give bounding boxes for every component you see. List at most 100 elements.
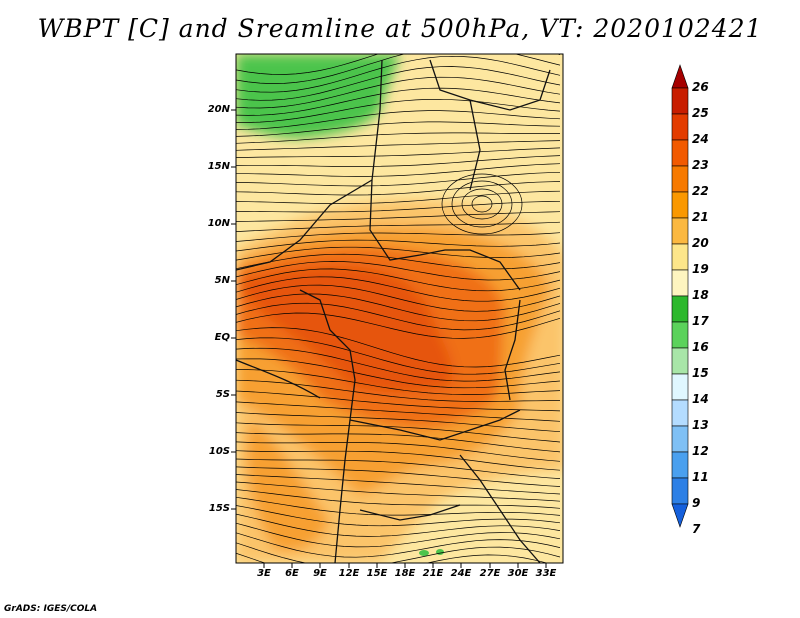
lon-label-24e: 24E (450, 568, 472, 579)
colorbar-swatch-9 (671, 477, 689, 505)
lat-label-eq: EQ (214, 332, 230, 343)
colorbar-swatch-24 (671, 113, 689, 141)
streamline-17 (236, 200, 561, 213)
streamline-3 (236, 66, 561, 101)
streamline-25 (236, 268, 561, 292)
streamline-0 (236, 54, 561, 75)
streamline-35 (236, 369, 561, 395)
lon-label-12e: 12E (338, 568, 360, 579)
streamline-10 (236, 140, 561, 151)
wbpt-region-24 (240, 265, 453, 393)
streamline-20 (236, 232, 561, 242)
colorbar-label-24: 24 (692, 132, 709, 146)
streamline-42 (236, 441, 561, 462)
streamline-16 (236, 190, 561, 204)
lat-label-15s: 15S (208, 503, 230, 514)
colorbar-swatch-12 (671, 425, 689, 453)
lat-label-5n: 5N (214, 275, 230, 286)
streamline-52 (236, 522, 561, 548)
streamline-22 (236, 246, 561, 261)
colorbar-swatch-11 (671, 451, 689, 479)
streamline-43 (236, 450, 561, 471)
colorbar-arrow-bottom (671, 503, 689, 528)
streamline-1 (236, 54, 561, 84)
streamline-15 (236, 181, 561, 196)
colorbar-arrow-top (671, 64, 689, 89)
colorbar-label-21: 21 (692, 210, 709, 224)
wbpt-region-22-south (246, 420, 330, 552)
axis-ticks (231, 109, 547, 568)
chart-title: WBPT [C] and Sreamline at 500hPa, VT: 20… (37, 14, 763, 43)
streamline-vortex (441, 173, 523, 235)
lon-label-9e: 9E (313, 568, 327, 579)
streamline-39 (236, 412, 561, 433)
streamline-18 (236, 211, 561, 222)
streamline-24 (236, 261, 561, 281)
streamline-41 (236, 432, 561, 453)
streamline-34 (236, 358, 561, 389)
streamline-37 (236, 390, 561, 412)
colorbar-label-20: 20 (692, 236, 709, 250)
streamline-36 (236, 379, 560, 402)
wbpt-patch-south-1 (419, 550, 429, 556)
colorbar (671, 64, 689, 528)
lon-label-15e: 15E (366, 568, 388, 579)
streamline-14 (236, 171, 561, 187)
colorbar-label-13: 13 (692, 418, 709, 432)
colorbar-swatch-15 (671, 347, 689, 375)
streamline-49 (236, 496, 561, 516)
colorbar-label-16: 16 (692, 340, 709, 354)
colorbar-label-11: 11 (692, 470, 709, 484)
colorbar-label-7: 7 (692, 522, 701, 536)
colorbar-swatch-21 (671, 191, 689, 219)
streamline-32 (236, 337, 561, 375)
colorbar-label-26: 26 (692, 80, 709, 94)
streamline-5 (236, 87, 561, 116)
colorbar-swatch-16 (671, 321, 689, 349)
streamline-8 (236, 121, 561, 137)
lat-label-10s: 10S (208, 446, 230, 457)
lon-label-30e: 30E (507, 568, 529, 579)
streamlines (236, 54, 561, 563)
streamline-48 (236, 489, 561, 509)
wbpt-patch-south-2 (436, 549, 444, 555)
streamline-45 (236, 466, 561, 487)
streamline-26 (236, 276, 561, 302)
streamline-55 (236, 552, 549, 563)
colorbar-swatch-18 (671, 269, 689, 297)
colorbar-label-17: 17 (692, 314, 709, 328)
streamline-30 (236, 312, 561, 339)
colorbar-swatch-23 (671, 139, 689, 167)
streamline-27 (236, 284, 561, 312)
streamline-4 (236, 76, 561, 109)
streamline-2 (236, 55, 561, 93)
lon-label-6e: 6E (285, 568, 299, 579)
streamline-46 (236, 474, 561, 495)
colorbar-label-15: 15 (692, 366, 709, 380)
streamline-9 (236, 132, 561, 144)
lon-label-18e: 18E (394, 568, 416, 579)
colorbar-label-19: 19 (692, 262, 709, 276)
lat-label-20n: 20N (207, 104, 230, 115)
streamline-6 (236, 98, 561, 123)
streamline-21 (236, 239, 561, 252)
colorbar-swatch-20 (671, 217, 689, 245)
map-frame (235, 53, 564, 564)
colorbar-label-14: 14 (692, 392, 709, 406)
streamline-28 (236, 293, 561, 322)
colorbar-swatch-22 (671, 165, 689, 193)
streamline-53 (236, 532, 561, 558)
map-panel (236, 54, 563, 563)
lon-label-21e: 21E (422, 568, 444, 579)
colorbar-swatch-14 (671, 373, 689, 401)
lat-label-5s: 5S (215, 389, 230, 400)
colorbar-swatch-13 (671, 399, 689, 427)
streamline-47 (236, 481, 561, 502)
colorbar-label-25: 25 (692, 106, 709, 120)
colorbar-label-22: 22 (692, 184, 709, 198)
streamline-13 (236, 163, 561, 177)
streamline-7 (236, 110, 561, 130)
lon-label-27e: 27E (479, 568, 501, 579)
colorbar-swatch-17 (671, 295, 689, 323)
